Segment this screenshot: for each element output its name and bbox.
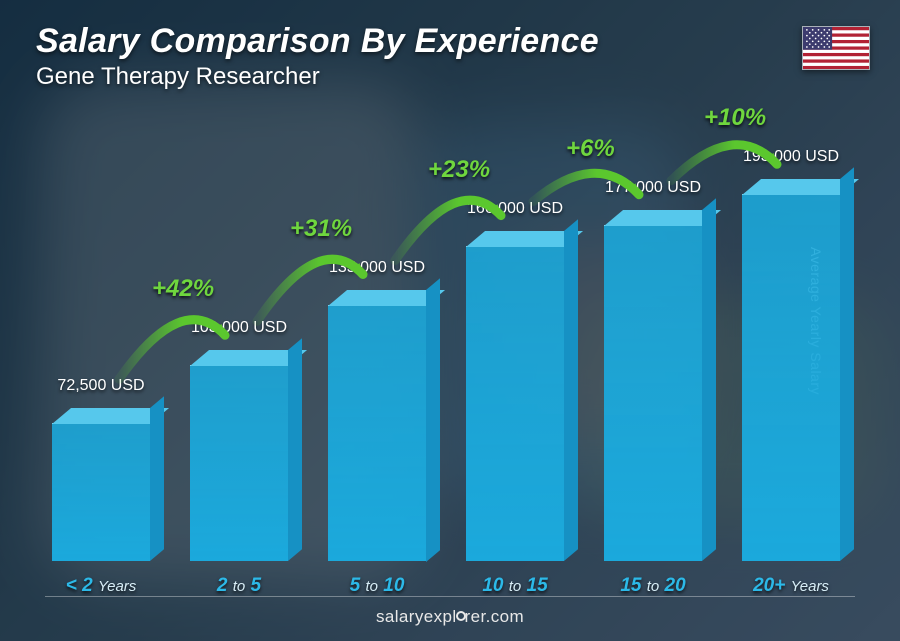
value-label: 103,000 USD [191,319,287,337]
category-label: 15 to 20 [620,575,685,597]
infographic-canvas: Salary Comparison By Experience Gene The… [0,0,900,641]
chart-title: Salary Comparison By Experience [36,22,599,61]
bar [52,423,150,561]
pct-increase-label: +31% [290,215,352,243]
value-label: 177,000 USD [605,179,701,197]
footer-brand: salaryexplrer.com [0,607,900,627]
category-label: 10 to 15 [482,575,547,597]
us-flag-icon [802,26,870,70]
bar-chart: 72,500 USD< 2 Years103,000 USD2 to 5135,… [32,101,860,561]
bar [466,246,564,561]
bar [190,365,288,561]
pct-increase-label: +6% [566,135,615,163]
category-label: < 2 Years [66,575,137,597]
bar [604,225,702,561]
value-label: 193,000 USD [743,148,839,166]
value-label: 135,000 USD [329,259,425,277]
divider [45,596,855,597]
pct-increase-label: +42% [152,275,214,303]
category-label: 20+ Years [753,575,829,597]
pct-increase-label: +10% [704,104,766,132]
value-label: 72,500 USD [57,377,144,395]
bar [742,194,840,561]
value-label: 166,000 USD [467,200,563,218]
title-block: Salary Comparison By Experience Gene The… [36,22,599,91]
pct-increase-label: +23% [428,156,490,184]
category-label: 2 to 5 [217,575,261,597]
bar [328,305,426,562]
category-label: 5 to 10 [350,575,405,597]
chart-subtitle: Gene Therapy Researcher [36,63,599,91]
